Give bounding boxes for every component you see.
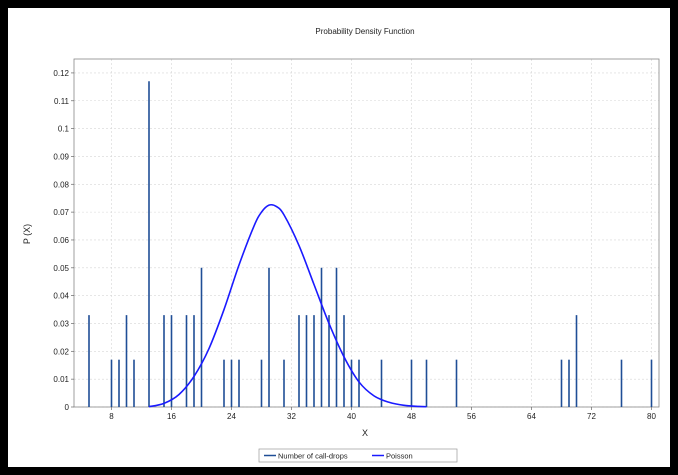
y-axis: 0 0.01 0.02 0.03 0.04 0.05 0.06 0.07 0.08 0.09 0.1… [53,69,74,412]
chart-frame: Probability Density Function 0 0.01 0.02 0.… [8,8,670,467]
poisson-line [148,203,427,408]
plot-border [73,58,660,408]
x-axis: 8 16 24 32 40 48 56 64 72 80 [109,407,656,421]
y-tick-label: 0.1 [58,125,70,134]
x-tick-label: 48 [407,412,416,421]
y-tick-label: 0.11 [54,97,70,106]
y-tick-label: 0.06 [53,236,69,245]
x-tick-label: 40 [347,412,356,421]
call-drops-series [88,81,653,407]
legend-box [258,448,458,463]
y-tick-label: 0.05 [53,264,69,273]
y-tick-label: 0.02 [53,347,69,356]
legend: Number of call-drops Poisson [258,448,458,463]
x-tick-label: 24 [227,412,236,421]
x-tick-label: 64 [527,412,536,421]
pdf-chart: Probability Density Function 0 0.01 0.02 0.… [22,27,660,463]
y-tick-label: 0.09 [53,152,69,161]
x-tick-label: 32 [287,412,296,421]
y-tick-label: 0 [65,403,70,412]
x-tick-label: 56 [467,412,476,421]
y-tick-label: 0.07 [53,208,69,217]
x-tick-label: 80 [647,412,656,421]
grid [74,59,659,408]
x-tick-label: 8 [109,412,114,421]
x-axis-label: X [362,428,368,438]
y-tick-label: 0.04 [53,292,69,301]
legend-label-poisson: Poisson [386,452,413,461]
legend-label-call-drops: Number of call-drops [278,452,348,461]
x-tick-label: 72 [587,412,596,421]
y-tick-label: 0.08 [53,180,69,189]
y-tick-label: 0.12 [53,69,69,78]
y-tick-label: 0.03 [53,319,69,328]
x-tick-label: 16 [167,412,176,421]
chart-title: Probability Density Function [315,27,414,36]
y-axis-label: P (X) [22,224,32,244]
y-tick-label: 0.01 [53,375,69,384]
